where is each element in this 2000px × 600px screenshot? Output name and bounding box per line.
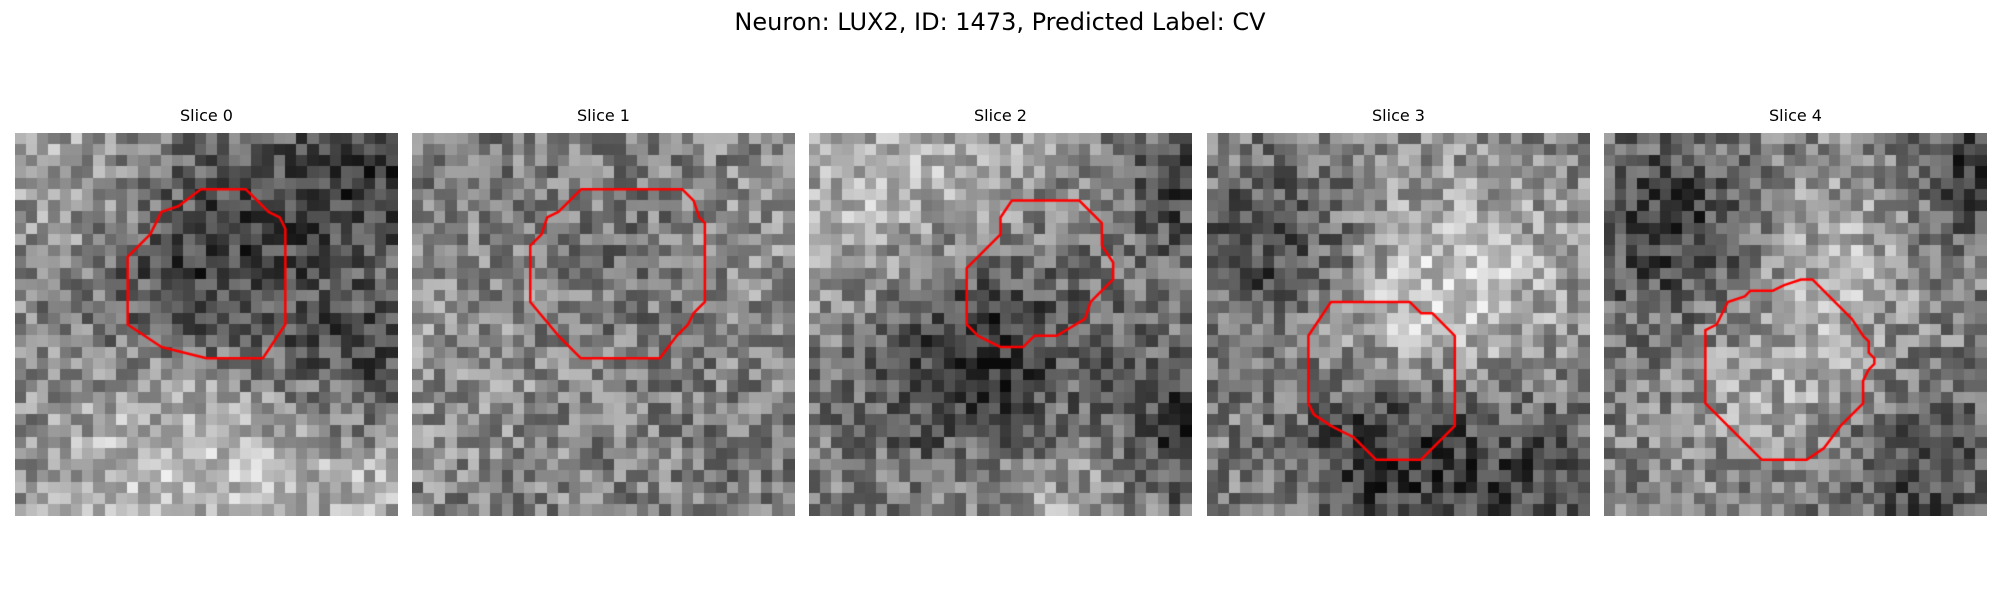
slice-title: Slice 0: [180, 106, 233, 125]
slice-image: [1207, 133, 1590, 516]
slice-image: [1604, 133, 1987, 516]
slice-title: Slice 1: [577, 106, 630, 125]
slice-title: Slice 2: [974, 106, 1027, 125]
figure-title: Neuron: LUX2, ID: 1473, Predicted Label:…: [734, 8, 1266, 36]
slice-image: [15, 133, 398, 516]
slice-image: [412, 133, 795, 516]
slice-title: Slice 3: [1372, 106, 1425, 125]
slice-title: Slice 4: [1769, 106, 1822, 125]
slice-image: [809, 133, 1192, 516]
